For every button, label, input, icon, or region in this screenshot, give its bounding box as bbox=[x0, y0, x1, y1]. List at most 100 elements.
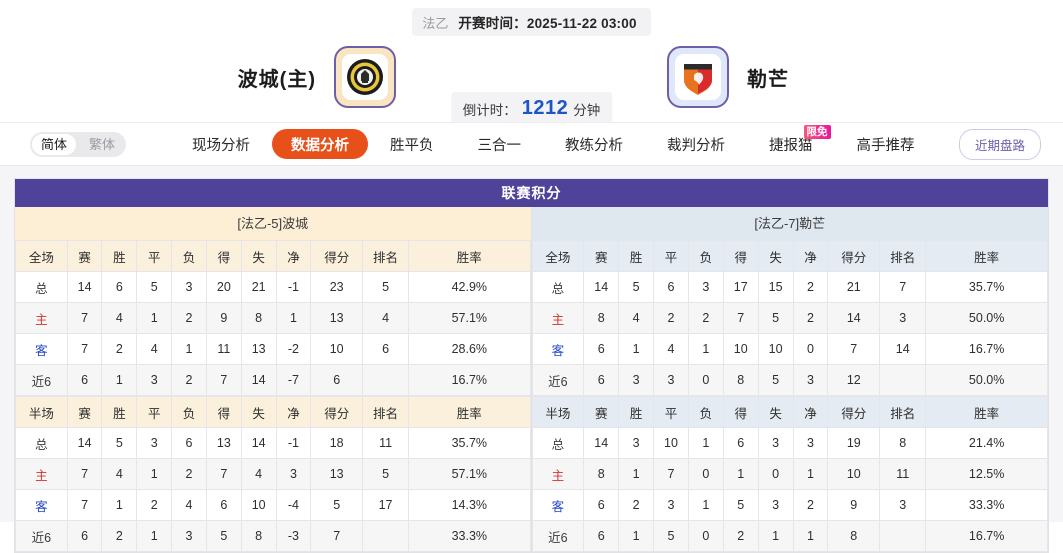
nav-items: 现场分析 数据分析 胜平负 三合一 教练分析 裁判分析 捷报猫 限免 高手推荐 bbox=[170, 123, 937, 165]
row-label: 主 bbox=[15, 302, 68, 334]
table-row: 客 6 2 3 1 5 3 2 9 3 33.3% bbox=[531, 489, 1048, 521]
recent-odds-button[interactable]: 近期盘路 bbox=[958, 128, 1041, 160]
stat-cell: 33.3% bbox=[925, 489, 1048, 521]
stat-cell: 0 bbox=[687, 364, 724, 396]
stat-cell: -4 bbox=[275, 489, 312, 521]
away-team[interactable]: 勒芒 bbox=[643, 46, 1063, 108]
stat-cell: 2 bbox=[101, 333, 138, 365]
stat-cell: 0 bbox=[757, 458, 794, 490]
stat-cell: 3 bbox=[757, 427, 794, 459]
stat-cell: 35.7% bbox=[925, 271, 1048, 303]
column-header: 半场 bbox=[531, 396, 585, 428]
stat-cell: 1 bbox=[136, 302, 173, 334]
lemans-fc-crest-icon bbox=[684, 64, 712, 95]
stat-cell: 6 bbox=[101, 271, 138, 303]
column-header: 半场 bbox=[15, 396, 68, 428]
tab-coach-analysis[interactable]: 教练分析 bbox=[565, 137, 623, 154]
stat-cell bbox=[879, 364, 927, 396]
stat-cell: 5 bbox=[757, 302, 794, 334]
stat-cell: 21 bbox=[827, 271, 881, 303]
row-label: 总 bbox=[531, 427, 585, 459]
stat-cell: 16.7% bbox=[925, 333, 1048, 365]
stat-cell: 3 bbox=[136, 364, 173, 396]
tab-live-analysis[interactable]: 现场分析 bbox=[192, 137, 250, 154]
countdown: 倒计时： 1212 分钟 bbox=[450, 92, 613, 125]
stat-cell: 2 bbox=[687, 302, 724, 334]
tab-three-in-one[interactable]: 三合一 bbox=[477, 137, 522, 154]
stat-cell: 3 bbox=[879, 302, 927, 334]
column-header: 负 bbox=[171, 396, 207, 428]
stat-cell: 10 bbox=[653, 427, 689, 459]
column-header: 排名 bbox=[362, 396, 410, 428]
stat-cell: 6 bbox=[171, 427, 207, 459]
stat-cell: 14 bbox=[583, 427, 620, 459]
row-label: 近6 bbox=[531, 520, 585, 552]
stat-cell: 50.0% bbox=[925, 364, 1048, 396]
tab-win-draw-lose[interactable]: 胜平负 bbox=[390, 137, 434, 154]
stat-cell: 5 bbox=[362, 458, 410, 490]
column-header: 失 bbox=[240, 396, 277, 428]
table-row: 客 7 1 2 4 6 10 -4 5 17 14.3% bbox=[15, 489, 531, 521]
table-row: 客 7 2 4 1 11 13 -2 10 6 28.6% bbox=[15, 333, 531, 365]
column-header: 胜 bbox=[101, 396, 138, 428]
column-header: 负 bbox=[687, 396, 724, 428]
stat-cell: 3 bbox=[618, 427, 655, 459]
lang-simplified[interactable]: 简体 bbox=[32, 133, 77, 155]
stat-cell: 12 bbox=[827, 364, 881, 396]
stat-cell: 16.7% bbox=[408, 364, 531, 396]
stat-cell: 0 bbox=[687, 520, 724, 552]
column-header: 赛 bbox=[583, 240, 620, 272]
stat-cell: 57.1% bbox=[408, 458, 531, 490]
stat-cell: 21.4% bbox=[925, 427, 1048, 459]
stat-cell: 2 bbox=[171, 302, 207, 334]
standings-table: 半场赛胜平负得失净得分 排名 胜率总 14 5 3 6 13 14 -1 18 11 35.7% 主 7 4 1… bbox=[15, 396, 531, 552]
stat-cell: 6 bbox=[583, 520, 620, 552]
tab-jiebao-cat[interactable]: 捷报猫 限免 bbox=[747, 123, 835, 165]
stat-cell: 4 bbox=[136, 333, 173, 365]
stat-cell: 4 bbox=[362, 302, 410, 334]
lang-traditional[interactable]: 繁体 bbox=[89, 136, 116, 152]
stat-cell: 8 bbox=[827, 520, 881, 552]
standings-table: 全场赛胜平负得失净得分 排名 胜率总 14 6 5 3 20 21 -1 23 5 42.9% 主 7 4 1 2… bbox=[15, 240, 531, 396]
column-header: 胜率 bbox=[408, 396, 531, 428]
table-row: 总 14 6 5 3 20 21 -1 23 5 42.9% bbox=[15, 271, 531, 303]
stat-cell: 2 bbox=[171, 458, 207, 490]
column-header: 失 bbox=[757, 240, 794, 272]
stat-cell: 28.6% bbox=[408, 333, 531, 365]
stat-cell: 13 bbox=[240, 333, 277, 365]
stat-cell: 7 bbox=[827, 333, 881, 365]
stat-cell: 7 bbox=[66, 333, 103, 365]
home-team-name: 波城(主) bbox=[237, 68, 316, 91]
column-header: 净 bbox=[275, 240, 312, 272]
column-header: 负 bbox=[171, 240, 207, 272]
stat-cell: 11 bbox=[205, 333, 242, 365]
column-header: 净 bbox=[792, 396, 829, 428]
stat-cell: 7 bbox=[653, 458, 689, 490]
stat-cell: 14.3% bbox=[408, 489, 531, 521]
tab-expert-picks[interactable]: 高手推荐 bbox=[856, 137, 915, 154]
row-label: 客 bbox=[15, 489, 68, 521]
language-toggle[interactable]: 简体 繁体 bbox=[30, 131, 127, 157]
tab-referee-analysis[interactable]: 裁判分析 bbox=[667, 137, 725, 154]
row-label: 客 bbox=[15, 333, 68, 365]
free-limited-badge: 限免 bbox=[803, 125, 831, 139]
stat-cell: 14 bbox=[66, 427, 103, 459]
stat-cell: 7 bbox=[66, 489, 103, 521]
tab-data-analysis[interactable]: 数据分析 bbox=[272, 129, 368, 159]
row-label: 主 bbox=[15, 458, 68, 490]
stat-cell: 20 bbox=[205, 271, 242, 303]
row-label: 近6 bbox=[15, 364, 68, 396]
home-team[interactable]: 波城(主) bbox=[0, 46, 420, 108]
stat-cell: 14 bbox=[240, 364, 277, 396]
stat-cell: 5 bbox=[310, 489, 364, 521]
stat-cell: 8 bbox=[879, 427, 927, 459]
table-row: 主 7 4 1 2 9 8 1 13 4 57.1% bbox=[15, 302, 531, 334]
stat-cell: 6 bbox=[66, 364, 103, 396]
away-standings: [法乙-7]勒芒 全场赛胜平负得失净得分 排名 胜率总 14 5 6 3 17 15 2 21 7 35… bbox=[531, 207, 1048, 552]
stat-cell: 19 bbox=[827, 427, 881, 459]
table-row: 近6 6 1 3 2 7 14 -7 6 16.7% bbox=[15, 364, 531, 396]
stat-cell: 1 bbox=[687, 489, 724, 521]
table-row: 近6 6 1 5 0 2 1 1 8 16.7% bbox=[531, 520, 1048, 552]
stat-cell: 1 bbox=[136, 520, 173, 552]
stat-cell: 1 bbox=[101, 489, 138, 521]
